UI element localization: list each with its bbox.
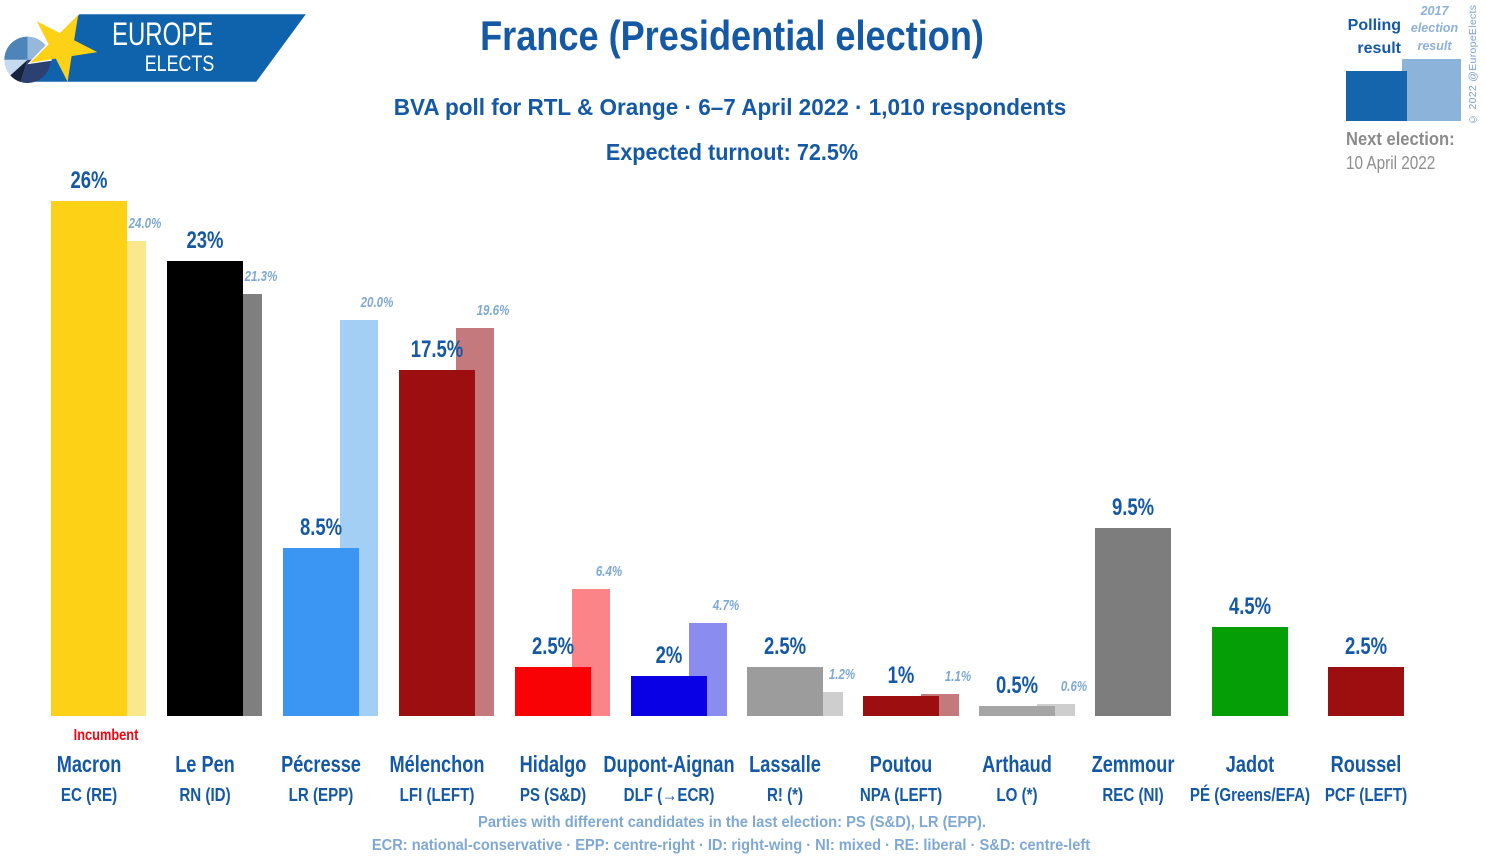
svg-text:ELECTS: ELECTS — [145, 51, 215, 76]
svg-text:EUROPE: EUROPE — [112, 16, 213, 52]
